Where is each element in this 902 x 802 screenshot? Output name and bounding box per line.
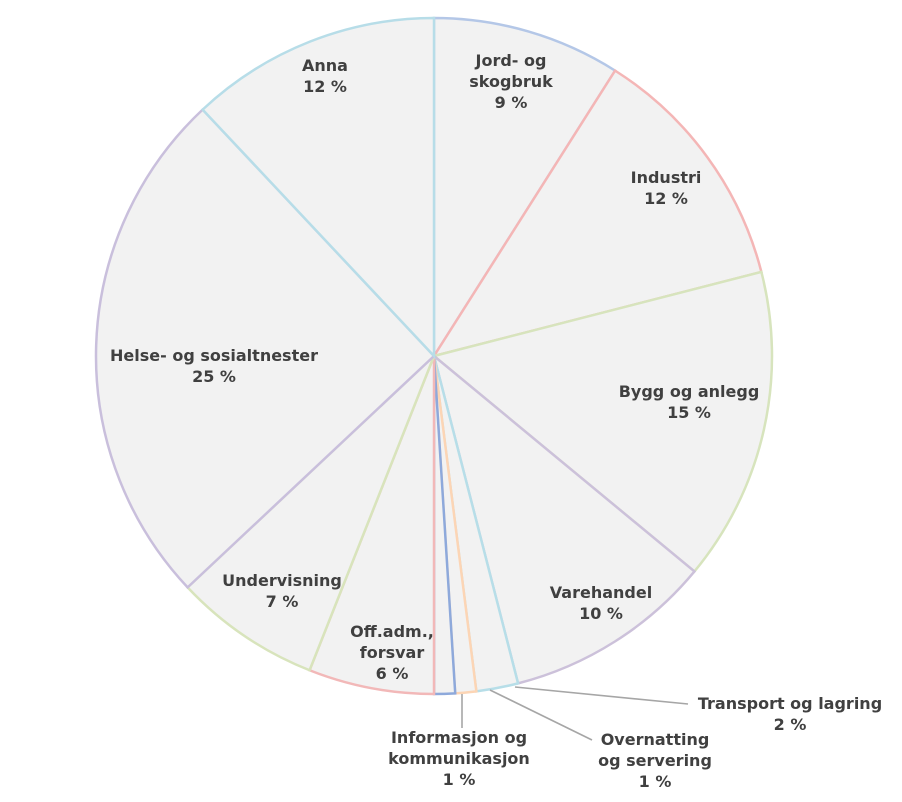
slice-value-label: 10 %	[579, 604, 623, 623]
slice-value-label: 7 %	[266, 592, 299, 611]
slice-category-label: forsvar	[360, 643, 425, 662]
slice-value-label: 2 %	[774, 715, 807, 734]
slice-category-label: Jord- og	[475, 51, 547, 70]
slice-category-label: kommunikasjon	[388, 749, 530, 768]
pie-slice	[307, 355, 436, 696]
slice-value-label: 15 %	[667, 403, 711, 422]
slice-category-label: Varehandel	[550, 583, 652, 602]
slice-label: Bygg og anlegg 15 %	[619, 382, 760, 422]
slice-label: Helse- og sosialtnester 25 %	[110, 346, 318, 386]
pie-slice	[94, 107, 436, 590]
slice-value-label: 12 %	[303, 77, 347, 96]
slice-label: Industri 12 %	[631, 168, 702, 208]
slice-category-label: Off.adm.,	[350, 622, 434, 641]
slice-category-label: og servering	[598, 751, 712, 770]
leader-line	[489, 689, 593, 741]
slice-category-label: Helse- og sosialtnester	[110, 346, 318, 365]
leader-line	[514, 686, 689, 705]
pie-slice	[431, 270, 774, 574]
slice-label: Jord- og skogbruk 9 %	[469, 51, 553, 112]
pie-slice	[185, 355, 436, 672]
slice-value-label: 6 %	[376, 664, 409, 683]
slice-category-label: Overnatting	[601, 730, 710, 749]
slice-label: Anna 12 %	[302, 56, 348, 96]
slice-value-label: 25 %	[192, 367, 236, 386]
slice-category-label: Bygg og anlegg	[619, 382, 760, 401]
slice-value-label: 9 %	[495, 93, 528, 112]
pie-slices	[94, 16, 774, 696]
slice-category-label: skogbruk	[469, 72, 553, 91]
slice-category-label: Industri	[631, 168, 702, 187]
slice-labels: Jord- og skogbruk 9 % Industri 12 % Bygg og a…	[110, 51, 882, 791]
slice-label: Varehandel 10 %	[550, 583, 652, 623]
slice-category-label: Transport og lagring	[698, 694, 882, 713]
pie-slice	[431, 352, 697, 685]
slice-value-label: 1 %	[443, 770, 476, 789]
slice-label: Overnatting og servering 1 %	[598, 730, 712, 791]
slice-category-label: Anna	[302, 56, 348, 75]
pie-slice	[200, 16, 436, 360]
leader-lines	[461, 686, 689, 741]
slice-category-label: Informasjon og	[391, 728, 527, 747]
slice-label: Off.adm., forsvar 6 %	[350, 622, 434, 683]
pie-slice	[432, 16, 617, 361]
slice-value-label: 1 %	[639, 772, 672, 791]
slice-label: Undervisning 7 %	[222, 571, 342, 611]
slice-category-label: Undervisning	[222, 571, 342, 590]
pie-slice	[431, 68, 763, 358]
slice-value-label: 12 %	[644, 189, 688, 208]
slice-label: Informasjon og kommunikasjon 1 %	[388, 728, 530, 789]
slice-label: Transport og lagring 2 %	[698, 694, 882, 734]
